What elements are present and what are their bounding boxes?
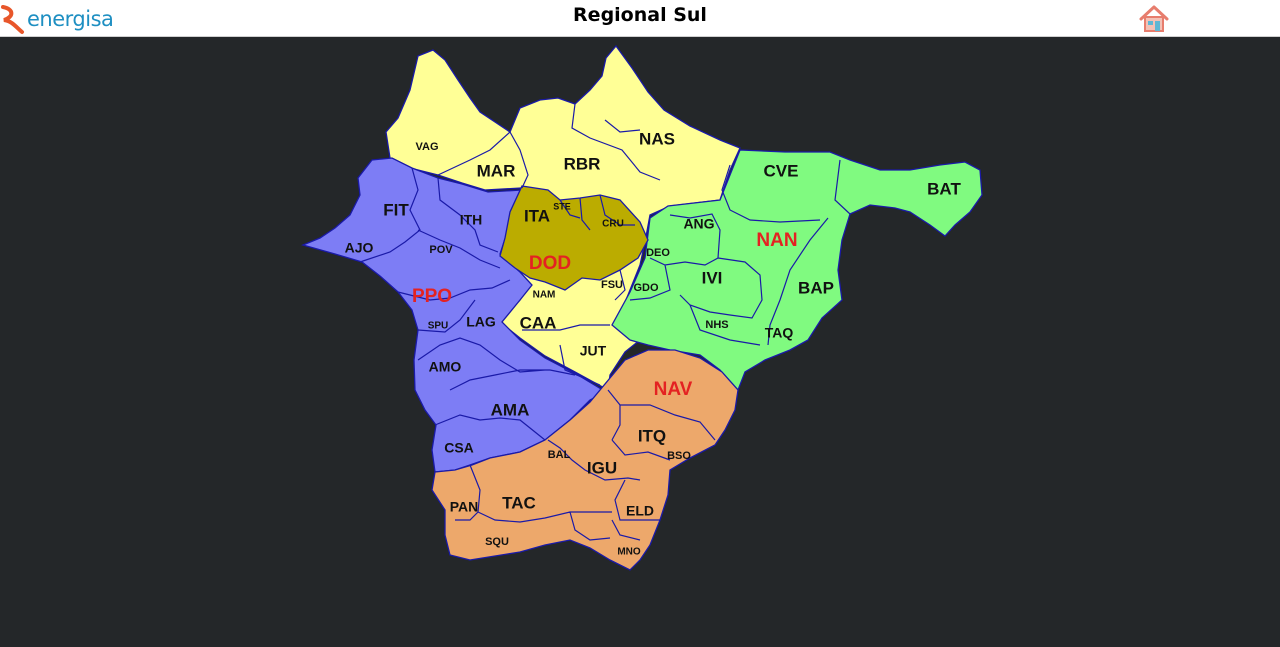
group-label-nav[interactable]: NAV [654, 379, 693, 400]
label-bso: BSO [667, 450, 691, 462]
label-ita: ITA [524, 206, 550, 225]
borders-orange [455, 389, 716, 541]
label-bat: BAT [927, 179, 961, 198]
label-ang: ANG [683, 216, 714, 232]
label-jut: JUT [580, 343, 607, 359]
label-ith: ITH [460, 212, 483, 228]
label-nam: NAM [533, 290, 556, 301]
borders-purple [359, 167, 576, 441]
regional-map: VAG MAR RBR NAS CVE BAT FIT ITH ITA STE … [301, 44, 983, 571]
label-vag: VAG [415, 141, 438, 153]
app-header: energisa Regional Sul [0, 0, 1280, 37]
label-ama: AMA [491, 400, 530, 419]
label-cve: CVE [764, 161, 799, 180]
label-nhs: NHS [705, 319, 728, 331]
label-pov: POV [429, 244, 453, 256]
label-ivi: IVI [702, 268, 723, 287]
label-rbr: RBR [564, 154, 601, 173]
label-pan: PAN [450, 499, 479, 515]
label-bap: BAP [798, 278, 834, 297]
borders-yellow [437, 103, 661, 386]
borders-green [629, 159, 851, 346]
group-label-ppo[interactable]: PPO [412, 286, 452, 307]
label-nas: NAS [639, 129, 675, 148]
label-ajo: AJO [345, 240, 374, 256]
label-fsu: FSU [601, 279, 623, 291]
region-green-east[interactable] [611, 149, 983, 392]
label-tac: TAC [502, 493, 536, 512]
label-fit: FIT [383, 200, 409, 219]
label-itq: ITQ [638, 426, 666, 445]
logo-text: energisa [27, 7, 114, 31]
label-csa: CSA [444, 440, 474, 456]
label-amo: AMO [429, 359, 462, 375]
home-icon[interactable] [1138, 4, 1170, 34]
label-squ: SQU [485, 536, 509, 548]
label-gdo: GDO [633, 282, 659, 294]
label-igu: IGU [587, 458, 617, 477]
label-mar: MAR [477, 161, 516, 180]
label-ste: STE [553, 201, 571, 211]
region-orange-south[interactable] [431, 349, 739, 571]
label-taq: TAQ [765, 325, 794, 341]
borders-olive [559, 194, 635, 231]
label-eld: ELD [626, 503, 654, 519]
label-caa: CAA [520, 313, 557, 332]
group-label-dod[interactable]: DOD [529, 253, 571, 274]
region-olive-dod[interactable] [499, 185, 649, 291]
page-title: Regional Sul [573, 4, 707, 26]
label-cru: CRU [602, 219, 624, 230]
energisa-swoosh-icon [1, 5, 24, 34]
label-deo: DEO [646, 247, 670, 259]
label-bal: BAL [548, 449, 571, 461]
label-spu: SPU [428, 321, 449, 332]
label-lag: LAG [466, 314, 496, 330]
energisa-logo[interactable]: energisa [0, 3, 114, 35]
group-label-nan[interactable]: NAN [756, 230, 797, 251]
label-mno: MNO [617, 547, 641, 558]
